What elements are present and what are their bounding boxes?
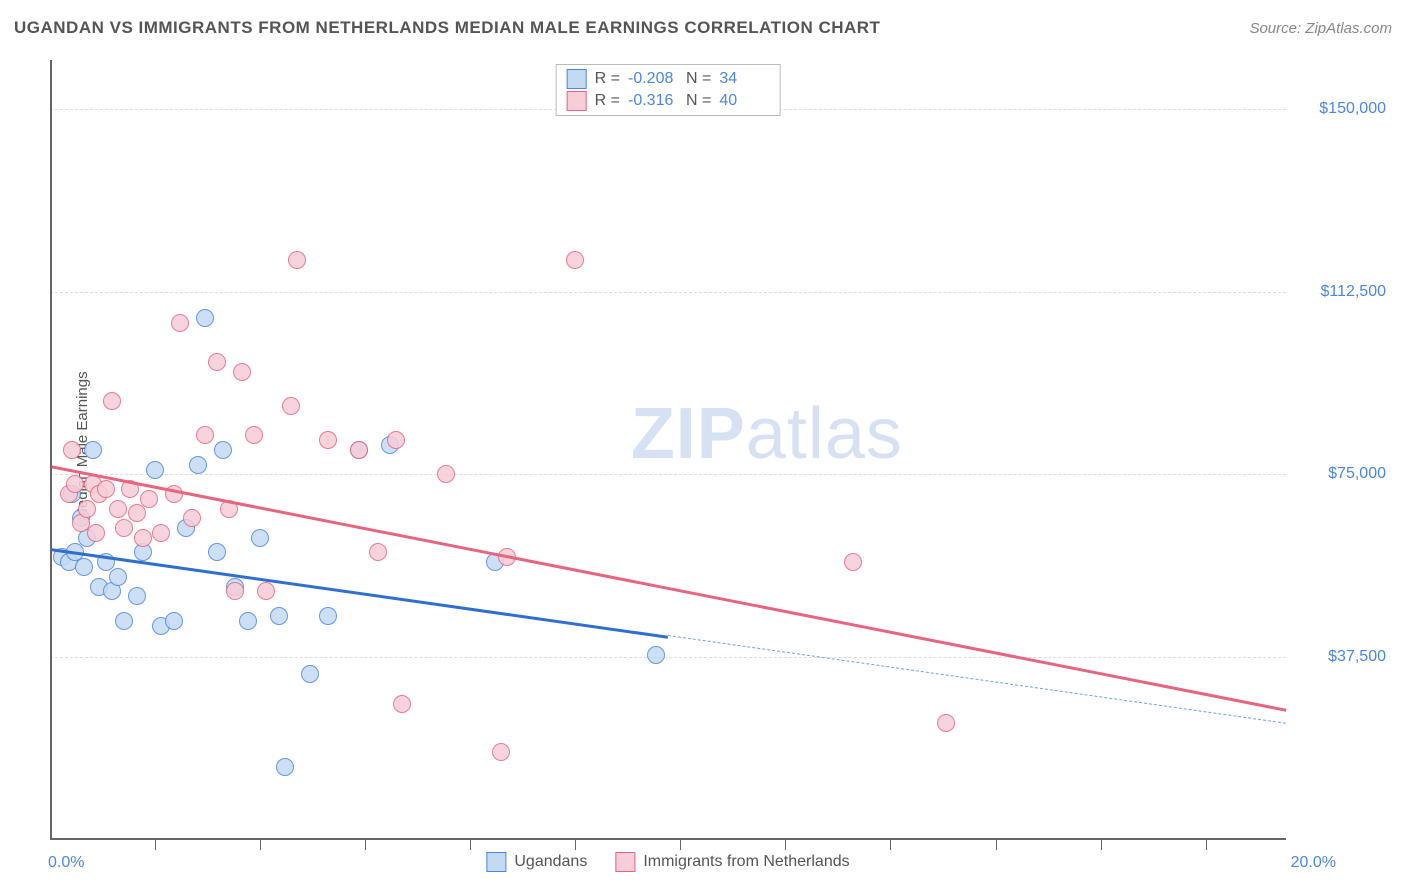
legend-item-1: Immigrants from Netherlands — [615, 852, 849, 872]
n-value-1: 40 — [719, 92, 769, 110]
legend-label-0: Ugandans — [514, 853, 587, 871]
y-axis-line — [50, 60, 52, 840]
trend-line — [50, 548, 668, 639]
x-tick — [890, 840, 891, 850]
x-max-label: 20.0% — [1291, 854, 1336, 872]
swatch-series-1 — [567, 91, 587, 111]
x-tick — [996, 840, 997, 850]
x-tick — [365, 840, 366, 850]
y-tick-label: $37,500 — [1296, 648, 1386, 666]
r-value-1: -0.316 — [628, 92, 678, 110]
x-tick — [260, 840, 261, 850]
x-tick — [1206, 840, 1207, 850]
bottom-legend: Ugandans Immigrants from Netherlands — [486, 852, 849, 872]
y-tick-label: $112,500 — [1296, 283, 1386, 301]
trend-line — [50, 465, 1287, 712]
x-tick — [785, 840, 786, 850]
stats-row-0: R = -0.208 N = 34 — [567, 69, 770, 89]
n-label-0: N = — [686, 70, 711, 88]
swatch-series-0 — [567, 69, 587, 89]
n-value-0: 34 — [719, 70, 769, 88]
chart-source: Source: ZipAtlas.com — [1249, 20, 1392, 37]
r-label-0: R = — [595, 70, 620, 88]
x-tick — [1101, 840, 1102, 850]
legend-label-1: Immigrants from Netherlands — [643, 853, 849, 871]
legend-swatch-0 — [486, 852, 506, 872]
stats-legend-box: R = -0.208 N = 34 R = -0.316 N = 40 — [556, 64, 781, 116]
x-min-label: 0.0% — [48, 854, 84, 872]
x-tick — [155, 840, 156, 850]
trends-container — [50, 60, 1286, 840]
legend-swatch-1 — [615, 852, 635, 872]
r-label-1: R = — [595, 92, 620, 110]
x-tick — [680, 840, 681, 850]
n-label-1: N = — [686, 92, 711, 110]
y-tick-label: $75,000 — [1296, 465, 1386, 483]
x-tick — [575, 840, 576, 850]
chart-title: UGANDAN VS IMMIGRANTS FROM NETHERLANDS M… — [14, 18, 880, 38]
r-value-0: -0.208 — [628, 70, 678, 88]
legend-item-0: Ugandans — [486, 852, 587, 872]
plot-area: $37,500$75,000$112,500$150,000 ZIPatlas … — [50, 60, 1286, 840]
stats-row-1: R = -0.316 N = 40 — [567, 91, 770, 111]
y-tick-label: $150,000 — [1296, 100, 1386, 118]
chart-header: UGANDAN VS IMMIGRANTS FROM NETHERLANDS M… — [14, 18, 1392, 38]
x-tick — [470, 840, 471, 850]
